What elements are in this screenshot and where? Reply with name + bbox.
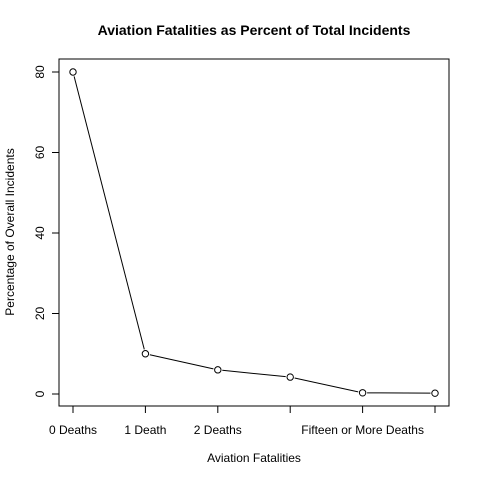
x-axis-label: Aviation Fatalities — [207, 451, 301, 465]
data-point — [214, 366, 222, 374]
data-point — [431, 389, 439, 397]
series — [69, 68, 439, 397]
series-line-segment — [149, 354, 214, 370]
x-tick-label: 1 Death — [124, 423, 166, 437]
data-point — [286, 373, 294, 381]
data-point — [141, 350, 150, 358]
axes: 0 Deaths 1 Death 2 Deaths Fifteen or More D… — [33, 65, 436, 437]
y-tick-label: 20 — [33, 307, 47, 321]
y-tick-label: 60 — [33, 146, 47, 160]
series-line-segment — [73, 76, 145, 350]
data-point — [69, 68, 77, 76]
x-tick-label: Fifteen or More Deaths — [301, 423, 424, 437]
y-tick-label: 40 — [33, 226, 47, 240]
data-point — [358, 389, 367, 397]
y-tick-label: 0 — [33, 390, 47, 397]
chart-title: Aviation Fatalities as Percent of Total … — [98, 22, 411, 38]
series-line-segment — [294, 377, 359, 393]
series-line-segment — [222, 369, 286, 378]
y-tick-label: 80 — [33, 65, 47, 79]
x-tick-label: 0 Deaths — [49, 423, 97, 437]
x-tick-label: 2 Deaths — [194, 423, 242, 437]
y-axis-label: Percentage of Overall Incidents — [3, 148, 17, 315]
